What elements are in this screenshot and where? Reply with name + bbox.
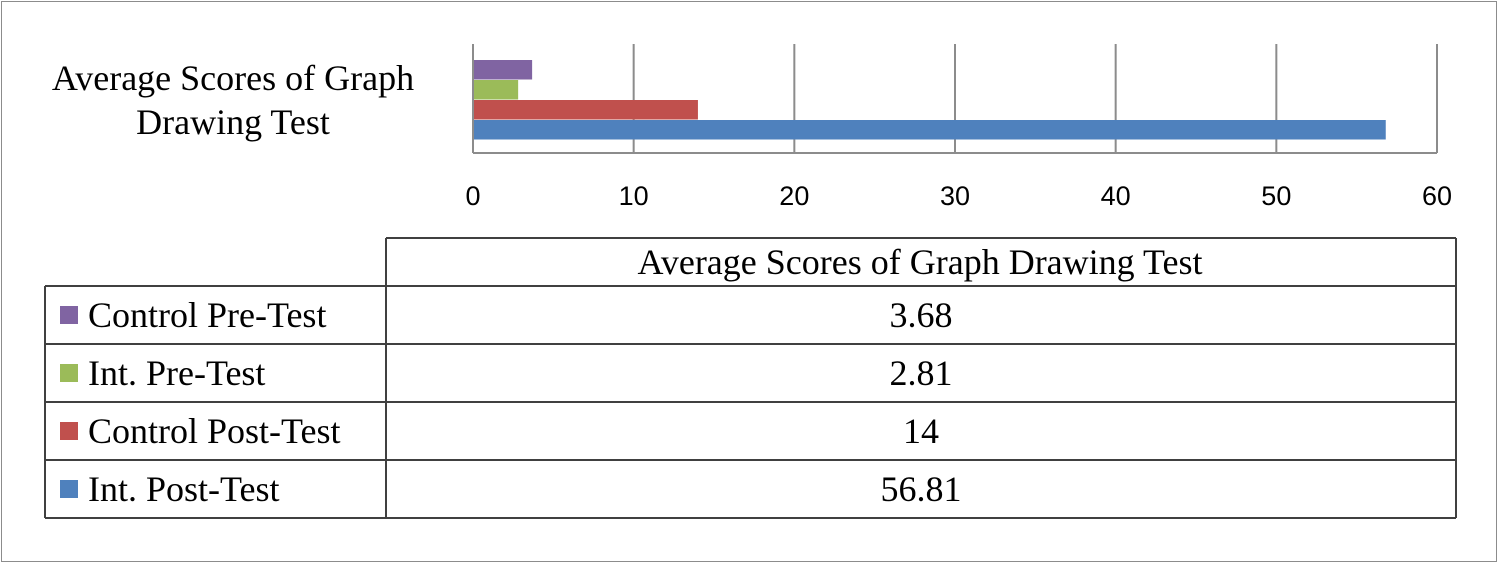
legend-key [60,422,78,440]
legend-key [60,306,78,324]
legend-label: Int. Post-Test [88,469,279,509]
bar [473,60,533,80]
table-header: Average Scores of Graph Drawing Test [638,242,1203,282]
data-label: 56.81 [881,469,962,509]
x-tick-label: 60 [1422,181,1452,211]
x-tick-label: 20 [779,181,809,211]
x-tick-label: 30 [940,181,970,211]
data-label: 2.81 [890,353,953,393]
category-label: Average Scores of Graph Drawing Test [52,58,414,142]
x-tick-labels: 0 10 20 30 40 50 60 [465,181,1452,211]
legend-key [60,364,78,382]
x-axis [472,44,1437,154]
data-label: 3.68 [890,295,953,335]
data-label: 14 [903,411,939,451]
bars [473,60,1386,140]
x-tick-label: 40 [1101,181,1131,211]
legend-label: Control Post-Test [88,411,341,451]
legend-key [60,480,78,498]
bar [473,80,519,100]
legend-label: Int. Pre-Test [88,353,265,393]
legend-label: Control Pre-Test [88,295,326,335]
x-tick-label: 50 [1261,181,1291,211]
data-table: Average Scores of Graph Drawing Test Con… [44,237,1457,519]
bar [473,120,1386,140]
x-tick-label: 0 [465,181,480,211]
bar [473,100,698,120]
x-tick-label: 10 [619,181,649,211]
category-label-line-1: Average Scores of Graph [52,58,414,98]
category-label-line-2: Drawing Test [136,102,330,142]
